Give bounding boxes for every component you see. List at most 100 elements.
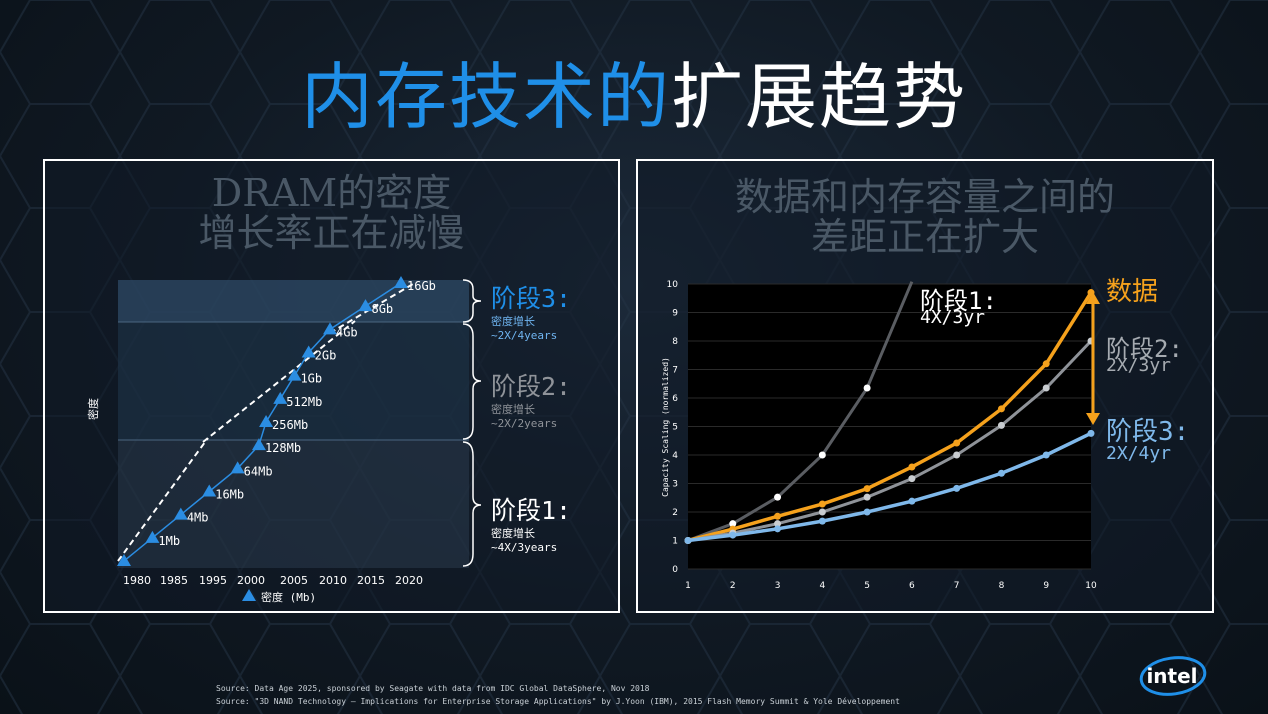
stage3-desc2: ~2X/4years [491,329,558,342]
dram-marker-icon [259,415,274,427]
intel-logo-swoosh [1139,656,1207,696]
dram-x-tick-label: 2010 [319,574,347,587]
stage1-series-point [818,451,826,459]
y-tick-label: 2 [672,508,678,518]
stage3-series-point [818,517,826,525]
stage3-series-rate: 2X/4yr [1106,443,1172,464]
stage2-series-point [863,493,871,501]
stage2-band [118,322,469,440]
stage3-desc1: 密度增长 [491,315,535,328]
data-series [684,289,1095,544]
dram-x-tick-label: 2015 [357,574,385,587]
dram-marker-icon [173,507,188,520]
stage3-series-point [908,497,916,505]
dram-point-label: 512Mb [286,395,322,409]
dram-marker-icon [202,484,217,497]
dram-density-panel: DRAM的密度 增长率正在减慢 密度 1Mb 4Mb 16Mb 64Mb 128Mb 25… [43,159,620,613]
data-series-point [1042,360,1050,368]
stage1-label: 阶段1: 密度增长 ~4X/3years [491,491,571,555]
stage3-band [118,280,469,322]
data-series-point [863,485,871,493]
gap-arrow-down-icon [1086,413,1100,425]
dram-marker-icon [273,391,288,404]
stage3-brace [462,279,482,323]
stage3-series-point [1042,451,1050,459]
stage3-series-point [953,484,961,492]
dram-point-label: 256Mb [272,418,308,432]
dram-point-label: 16Gb [407,279,436,293]
dram-panel-title-line1: DRAM的密度 [211,171,452,215]
dram-point-label: 2Gb [315,349,337,363]
dram-point-label: 64Mb [244,464,273,478]
x-tick-label: 7 [954,581,960,591]
stage1-desc2: ~4X/3years [491,541,558,554]
y-tick-label: 1 [672,537,678,547]
stage2-desc2: ~2X/2years [491,417,558,430]
stage2-series-line [687,339,1093,542]
stage2-series-point [908,475,916,483]
data-series-point [774,512,782,520]
x-tick-label: 10 [1085,581,1097,591]
stage2-series-point [774,520,782,528]
stage2-series-point [997,421,1005,429]
stage3-series-point [997,469,1005,477]
dram-x-tick-label: 2020 [395,574,423,587]
stage1-series-point [774,493,782,501]
capacity-series [684,281,1095,544]
dram-x-tick-label: 2000 [237,574,265,587]
legend-marker-icon [242,589,256,601]
dram-point-label: 4Mb [187,511,209,525]
stage1-brace [462,441,482,567]
x-tick-label: 2 [730,581,736,591]
dram-x-tick-label: 1985 [160,574,188,587]
stage2-label: 阶段2: 密度增长 ~2X/2years [491,367,571,431]
y-tick-label: 7 [672,366,678,376]
x-tick-label: 6 [909,581,915,591]
dram-legend-label: 密度 (Mb) [261,590,316,604]
x-tick-label: 8 [999,581,1005,591]
dram-marker-icon [145,530,160,543]
stage1-series [684,281,914,544]
dram-point-label: 4Gb [336,325,358,339]
stage1-series-point [729,520,737,528]
stage2-desc1: 密度增长 [491,403,535,416]
stage1-series-line [687,281,914,542]
stage2-series-point [818,508,826,516]
y-tick-label: 10 [667,280,679,290]
dram-marker-icon [301,345,316,358]
stage1-series-label: 阶段1: [920,287,997,315]
stage1-series-point [863,384,871,392]
stage3-series-label: 阶段3: [1106,417,1190,447]
data-series-point [818,500,826,508]
data-series-line [687,291,1093,543]
stage1-band [118,440,469,568]
stage3-series [684,429,1095,544]
plot-gridlines [688,283,1091,570]
dram-x-tick-label: 1995 [199,574,227,587]
stage1-desc1: 密度增长 [491,527,535,540]
y-tick-labels: 0 1 2 3 4 5 6 7 8 9 10 [667,280,679,575]
source-note-1: Source: Data Age 2025, sponsored by Seag… [216,684,650,693]
data-series-point [997,405,1005,413]
capacity-panel-title-line1: 数据和内存容量之间的 [734,175,1115,219]
trend-line-stage2 [202,320,356,443]
slide-title-blue: 内存技术的 [300,55,671,139]
dram-x-ticks: 1980 1985 1995 2000 2005 2010 2015 2020 [123,574,423,587]
dram-marker-icon [394,276,408,288]
stage2-series-label: 阶段2: [1106,335,1183,363]
y-tick-label: 3 [672,480,678,490]
stage2-series-point [1042,384,1050,392]
stage2-title: 阶段2: [491,372,572,401]
dram-panel-title-line2: 增长率正在减慢 [198,211,465,255]
stage3-series-point [863,508,871,516]
data-series-label: 数据 [1106,277,1159,307]
dram-marker-icon [117,554,131,566]
stage3-series-point [729,531,737,539]
dram-marker-icon [251,438,266,451]
x-tick-label: 5 [864,581,870,591]
stage3-series-point [774,525,782,533]
x-tick-label: 4 [819,581,825,591]
intel-logo-text: intel [1146,664,1197,688]
